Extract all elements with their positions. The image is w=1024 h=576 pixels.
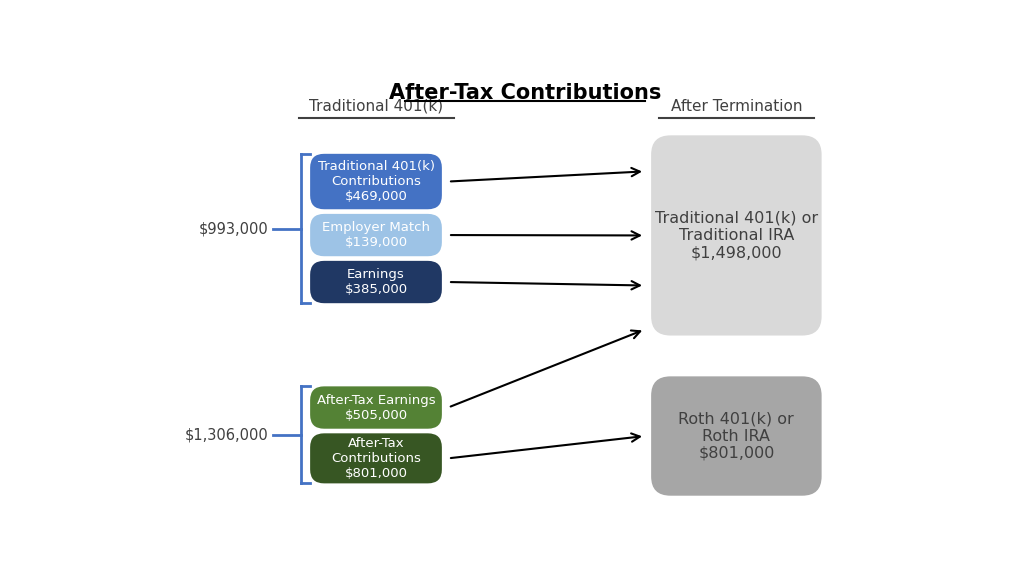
- Text: After-Tax
Contributions
$801,000: After-Tax Contributions $801,000: [331, 437, 421, 480]
- Text: $993,000: $993,000: [199, 221, 268, 236]
- FancyBboxPatch shape: [310, 261, 442, 303]
- Text: After-Tax Earnings
$505,000: After-Tax Earnings $505,000: [316, 393, 435, 422]
- FancyBboxPatch shape: [651, 135, 821, 336]
- FancyBboxPatch shape: [310, 154, 442, 209]
- Text: Traditional 401(k) or
Traditional IRA
$1,498,000: Traditional 401(k) or Traditional IRA $1…: [654, 211, 818, 260]
- FancyBboxPatch shape: [310, 214, 442, 256]
- FancyBboxPatch shape: [310, 386, 442, 429]
- Text: Employer Match
$139,000: Employer Match $139,000: [322, 221, 430, 249]
- Text: Traditional 401(k)
Contributions
$469,000: Traditional 401(k) Contributions $469,00…: [317, 160, 434, 203]
- Text: $1,306,000: $1,306,000: [184, 427, 268, 442]
- Text: Traditional 401(k): Traditional 401(k): [309, 98, 443, 113]
- FancyBboxPatch shape: [651, 376, 821, 496]
- Text: Roth 401(k) or
Roth IRA
$801,000: Roth 401(k) or Roth IRA $801,000: [679, 411, 795, 461]
- Text: Earnings
$385,000: Earnings $385,000: [344, 268, 408, 296]
- Text: After-Tax Contributions: After-Tax Contributions: [389, 83, 660, 103]
- Text: After Termination: After Termination: [671, 98, 802, 113]
- FancyBboxPatch shape: [310, 433, 442, 483]
